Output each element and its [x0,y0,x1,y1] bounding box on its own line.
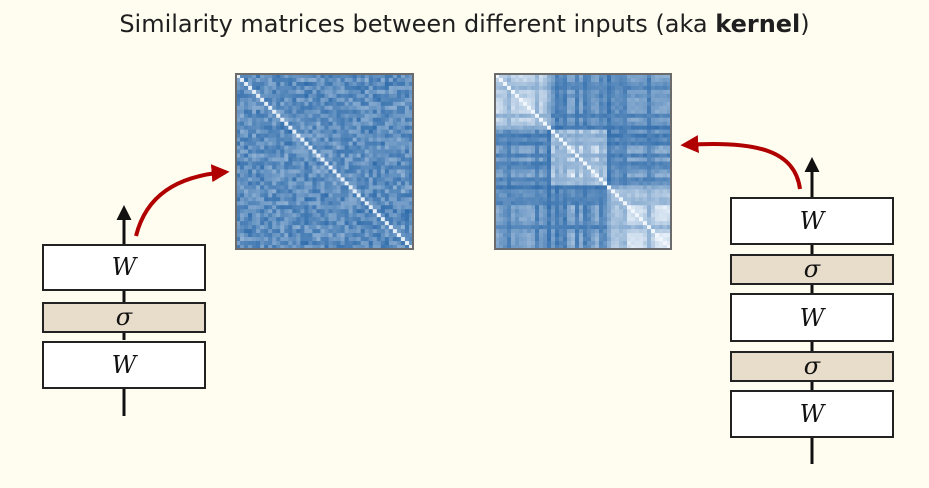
deep-activation-label: σ [804,255,821,283]
deep-kernel-matrix [494,73,672,250]
shallow-layer-label: W [112,253,139,281]
title-prefix: Similarity matrices between different in… [119,10,716,38]
deep-activation-label: σ [804,352,821,380]
title-suffix: ) [800,10,810,38]
title-emphasis: kernel [715,10,801,38]
deep-matrix-cells [495,74,672,250]
deep-layer-activation: σ [730,351,894,382]
shallow-layer-linear: W [42,244,206,291]
shallow-to-matrix-arrow [134,164,230,237]
deep-to-matrix-arrow [680,135,802,190]
shallow-layer-linear: W [42,341,206,389]
shallow-layer-label: W [112,351,139,379]
shallow-kernel-matrix [235,73,414,250]
shallow-layer-activation: σ [42,302,206,333]
slide-title: Similarity matrices between different in… [0,10,929,38]
deep-layer-label: W [800,304,827,332]
shallow-matrix-cells [236,74,414,250]
deep-layer-label: W [800,400,827,428]
shallow-network: W σ W [42,164,230,416]
deep-layer-linear: W [730,390,894,438]
deep-layer-linear: W [730,293,894,342]
shallow-activation-label: σ [116,303,133,331]
deep-layer-activation: σ [730,254,894,285]
deep-network: W σ W σ W [680,135,894,464]
deep-layer-label: W [800,207,827,235]
deep-layer-linear: W [730,197,894,245]
